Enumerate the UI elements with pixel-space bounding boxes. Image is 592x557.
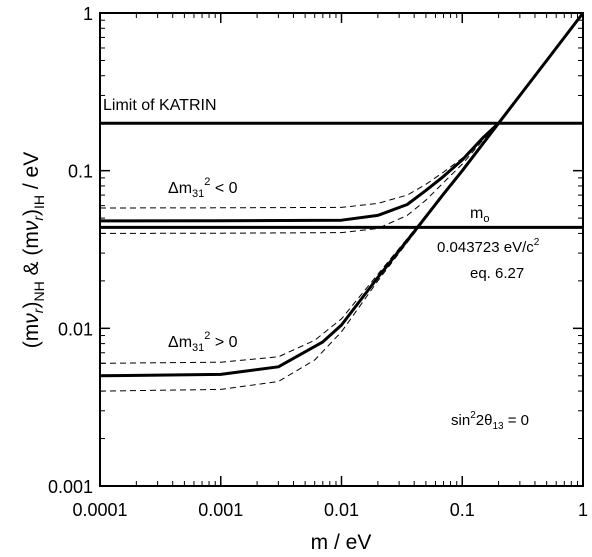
x-tick-label: 0.001: [198, 500, 243, 520]
y-tick-label: 0.01: [58, 319, 93, 339]
series-group: [99, 12, 585, 392]
x-tick-label: 0.0001: [72, 500, 127, 520]
theta-label: sin22θ13 = 0: [451, 410, 529, 432]
x-tick-label: 1: [578, 500, 588, 520]
horizontal-lines: [100, 121, 583, 229]
eq-ref: eq. 6.27: [470, 265, 524, 282]
y-tick-label: 0.1: [68, 162, 93, 182]
series-line-3: [99, 122, 499, 392]
series-line-4: [99, 122, 500, 223]
series-line-2: [99, 122, 499, 364]
x-axis-label: m / eV: [311, 531, 372, 554]
m0-label: mo: [470, 205, 489, 225]
katrin-label: Limit of KATRIN: [103, 97, 217, 114]
series-line-5: [99, 122, 499, 209]
m0-value: 0.043723 eV/c2: [437, 237, 540, 256]
series-line-6: [99, 122, 499, 234]
x-tick-label: 0.1: [450, 500, 475, 520]
y-tick-label: 0.001: [48, 477, 93, 497]
ticks: 0.0001 0.001 0.01 0.1 1 0.001 0.01 0.1 1: [48, 4, 588, 520]
y-tick-label: 1: [83, 4, 93, 24]
x-tick-label: 0.01: [324, 500, 359, 520]
dm-nh-label: Δm312 > 0: [168, 330, 238, 354]
dm-ih-label: Δm312 < 0: [168, 176, 238, 200]
series-line-1: [99, 12, 585, 378]
y-axis-label: (mνr)NH & (mνr)IH / eV: [20, 152, 47, 348]
